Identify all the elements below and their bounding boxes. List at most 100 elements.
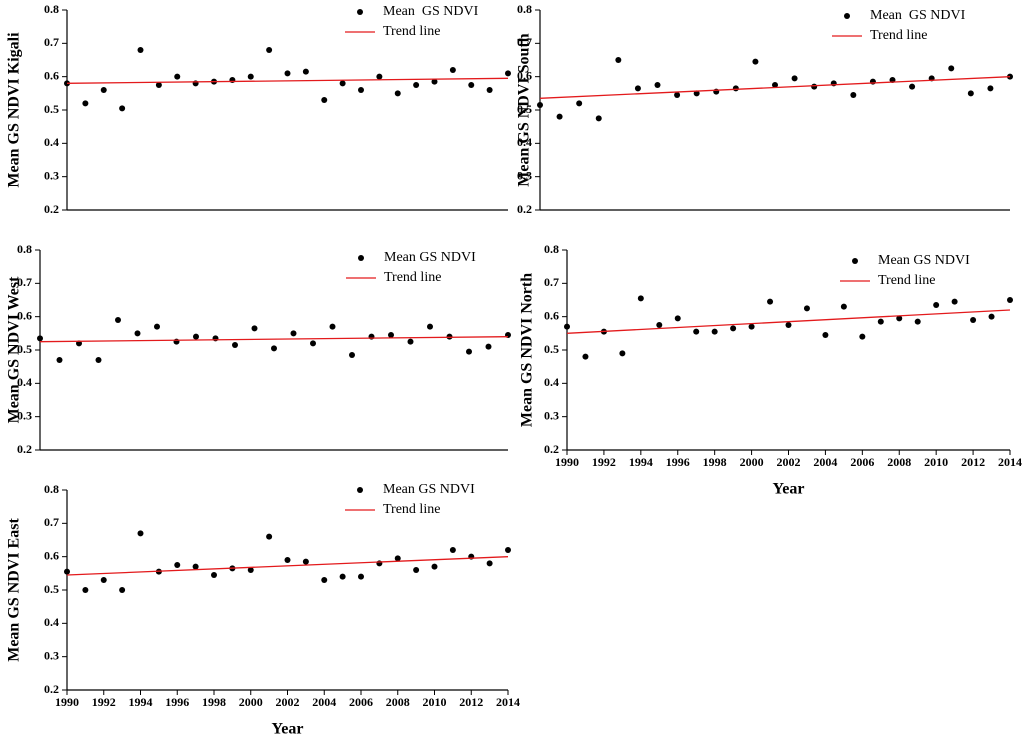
data-point	[266, 47, 273, 53]
data-point	[394, 555, 401, 562]
legend-label: Mean GS NDVI	[384, 250, 476, 265]
y-tick-label: 0.8	[44, 2, 59, 16]
x-axis-label: Year	[773, 481, 805, 498]
data-point	[914, 318, 921, 325]
trend-line	[66, 77, 509, 84]
data-point	[748, 323, 755, 330]
y-tick-label: 0.7	[17, 275, 32, 289]
data-point	[556, 113, 563, 120]
y-tick-label: 0.6	[44, 548, 59, 562]
data-point	[388, 332, 394, 338]
y-axis-label: Mean GS NDVI North	[519, 273, 536, 427]
data-point	[284, 70, 291, 77]
legend-label: Trend line	[383, 502, 440, 517]
data-point	[564, 323, 570, 330]
y-tick-label: 0.6	[44, 68, 59, 82]
data-point	[193, 333, 199, 340]
data-point	[137, 47, 144, 53]
data-point	[711, 328, 718, 335]
data-point	[174, 562, 181, 568]
legend-label: Mean GS NDVI	[870, 8, 966, 23]
data-point	[427, 323, 433, 330]
legend-label: Mean GS NDVI	[383, 4, 479, 19]
x-axis-label: Year	[272, 721, 304, 738]
y-tick-label: 0.5	[544, 342, 559, 356]
data-point	[321, 577, 328, 583]
y-axis-label: Mean GS NDVI Kigali	[6, 32, 23, 188]
data-point	[376, 560, 383, 567]
x-tick-label: 1992	[92, 695, 116, 709]
x-tick-label: 1994	[129, 695, 153, 709]
data-point	[752, 58, 759, 65]
y-tick-label: 0.7	[44, 515, 59, 529]
data-point	[376, 73, 383, 80]
data-point	[358, 573, 364, 580]
data-point	[732, 85, 739, 92]
data-point	[803, 305, 810, 312]
data-point	[634, 85, 641, 92]
data-point	[811, 83, 818, 90]
data-point	[576, 100, 583, 107]
y-tick-label: 0.7	[44, 35, 59, 49]
x-tick-label: 2008	[386, 695, 410, 709]
data-point	[948, 65, 955, 72]
x-tick-label: 2012	[459, 695, 483, 709]
data-point	[859, 333, 866, 340]
data-point	[82, 587, 89, 593]
data-point	[321, 97, 328, 103]
x-tick-label: 2000	[239, 695, 263, 709]
data-point	[137, 530, 144, 537]
legend-label: Mean GS NDVI	[383, 482, 475, 497]
data-point	[486, 87, 493, 93]
data-point	[896, 315, 903, 322]
data-point	[119, 105, 126, 112]
data-point	[284, 557, 291, 563]
data-point	[505, 547, 511, 553]
data-point	[329, 323, 336, 330]
x-tick-label: 2006	[850, 455, 874, 469]
y-tick-label: 0.8	[544, 242, 559, 256]
data-point	[266, 533, 273, 540]
data-point	[115, 317, 121, 323]
data-point	[933, 302, 940, 308]
data-point	[154, 323, 160, 330]
data-point	[615, 57, 622, 63]
legend-marker	[844, 13, 850, 19]
data-point	[349, 352, 355, 358]
y-tick-label: 0.3	[44, 648, 59, 662]
y-tick-label: 0.8	[17, 242, 32, 256]
legend-label: Trend line	[870, 28, 927, 43]
x-tick-label: 2000	[740, 455, 764, 469]
data-point	[82, 100, 89, 107]
y-tick-label: 0.4	[544, 375, 559, 389]
legend-label: Trend line	[878, 273, 935, 288]
y-tick-label: 0.6	[17, 308, 32, 322]
y-tick-label: 0.3	[517, 168, 532, 182]
x-tick-label: 2010	[423, 695, 447, 709]
y-tick-label: 0.5	[44, 102, 59, 116]
y-tick-label: 0.5	[517, 102, 532, 116]
data-point	[869, 78, 876, 85]
y-tick-label: 0.8	[517, 2, 532, 16]
data-point	[100, 87, 107, 93]
x-tick-label: 2002	[777, 455, 801, 469]
x-tick-label: 2006	[349, 695, 373, 709]
data-point	[486, 560, 493, 567]
y-tick-label: 0.7	[517, 35, 532, 49]
legend-marker	[852, 258, 858, 264]
data-point	[37, 335, 43, 342]
legend-marker	[358, 255, 364, 261]
data-point	[339, 80, 346, 87]
data-point	[251, 325, 258, 332]
x-tick-label: 1998	[202, 695, 226, 709]
data-point	[850, 92, 857, 98]
data-point	[271, 345, 277, 352]
data-point	[119, 587, 126, 593]
data-point	[674, 315, 681, 322]
x-tick-label: 2008	[887, 455, 911, 469]
legend-marker	[357, 487, 363, 493]
data-point	[290, 330, 297, 337]
trend-line	[539, 76, 1011, 99]
data-point	[449, 547, 456, 553]
legend-label: Trend line	[384, 270, 441, 285]
